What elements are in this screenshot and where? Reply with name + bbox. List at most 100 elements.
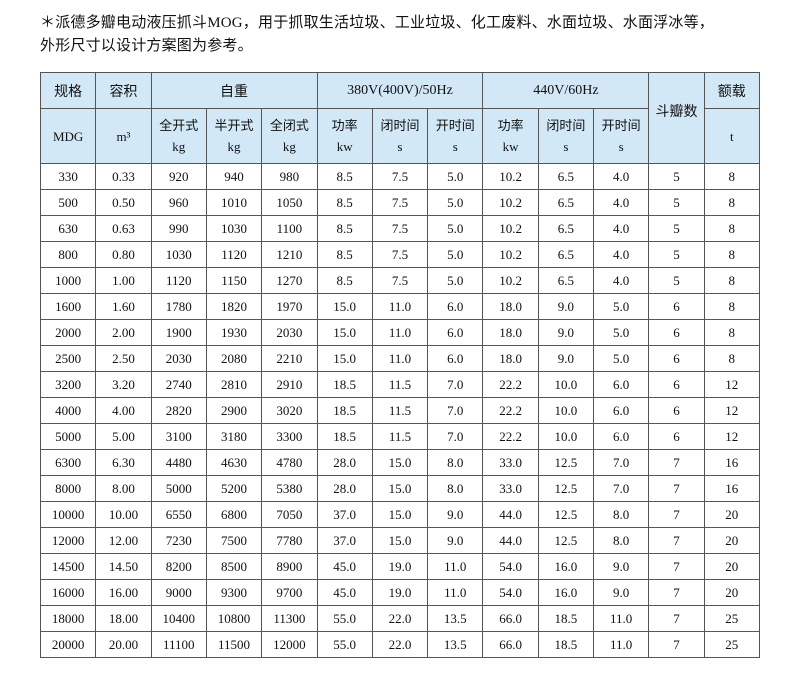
table-cell: 9.0: [537, 345, 595, 372]
table-cell: 5380: [261, 475, 318, 502]
table-cell: 12: [703, 371, 760, 398]
table-cell: 10400: [150, 605, 207, 632]
table-cell: 9300: [205, 579, 263, 606]
table-cell: 10.2: [482, 241, 539, 268]
table-cell: 4.0: [593, 241, 650, 268]
table-cell: 6.0: [427, 319, 484, 346]
table-cell: 7: [648, 475, 705, 502]
table-cell: 8000: [39, 475, 97, 502]
table-cell: 14500: [39, 553, 97, 580]
intro-text: ＊派德多瓣电动液压抓斗MOG，用于抓取生活垃圾、工业垃圾、化工废料、水面垃圾、水…: [40, 12, 714, 58]
table-cell: 6.5: [537, 241, 595, 268]
table-cell: 20.00: [95, 631, 152, 658]
table-cell: 13.5: [427, 631, 484, 658]
table-row: 330 0.33 920 940 980 8.5 7.5 5.0 10.2 6.5 4.0 5 8: [39, 163, 760, 190]
table-cell: 2.00: [95, 319, 152, 346]
table-cell: 5.0: [427, 241, 484, 268]
table-cell: 8: [703, 319, 760, 346]
table-cell: 7: [648, 553, 705, 580]
table-cell: 25: [703, 631, 760, 658]
table-cell: 6.30: [95, 449, 152, 476]
table-cell: 8.0: [427, 449, 484, 476]
table-cell: 22.0: [371, 631, 429, 658]
table-cell: 16: [703, 449, 760, 476]
table-cell: 2030: [261, 319, 318, 346]
table-cell: 12: [703, 397, 760, 424]
table-cell: 7: [648, 579, 705, 606]
table-cell: 18000: [39, 605, 97, 632]
table-cell: 6.5: [537, 189, 595, 216]
header-open-time-440: 开时间 s: [593, 108, 650, 164]
table-cell: 8.0: [427, 475, 484, 502]
table-cell: 12: [703, 423, 760, 450]
table-cell: 1600: [39, 293, 97, 320]
table-cell: 11.5: [371, 397, 429, 424]
table-cell: 2740: [150, 371, 207, 398]
table-cell: 4630: [205, 449, 263, 476]
table-cell: 7: [648, 449, 705, 476]
table-cell: 6550: [150, 501, 207, 528]
table-cell: 16.0: [537, 553, 595, 580]
table-cell: 2210: [261, 345, 318, 372]
table-cell: 6300: [39, 449, 97, 476]
table-cell: 8.0: [593, 527, 650, 554]
table-cell: 11.0: [427, 579, 484, 606]
table-cell: 22.2: [482, 397, 539, 424]
table-cell: 5.0: [427, 189, 484, 216]
table-row: 4000 4.00 2820 2900 3020 18.5 11.5 7.0 22.2 10.0 6…: [39, 397, 760, 424]
table-cell: 4.0: [593, 163, 650, 190]
table-body: 330 0.33 920 940 980 8.5 7.5 5.0 10.2 6.5 4.0 5 8 500…: [39, 163, 760, 658]
table-cell: 9700: [261, 579, 318, 606]
table-cell: 7230: [150, 527, 207, 554]
table-cell: 66.0: [482, 631, 539, 658]
table-cell: 5.0: [427, 267, 484, 294]
table-cell: 6: [648, 293, 705, 320]
table-cell: 330: [39, 163, 97, 190]
table-cell: 20: [703, 553, 760, 580]
table-cell: 4000: [39, 397, 97, 424]
table-cell: 1270: [261, 267, 318, 294]
table-cell: 8: [703, 215, 760, 242]
table-cell: 8: [703, 163, 760, 190]
table-cell: 11.0: [593, 605, 650, 632]
table-cell: 10.0: [537, 371, 595, 398]
table-cell: 5.0: [593, 345, 650, 372]
table-cell: 12.5: [537, 501, 595, 528]
table-cell: 18.00: [95, 605, 152, 632]
table-cell: 2820: [150, 397, 207, 424]
header-full-open: 全开式 kg: [150, 108, 207, 164]
table-cell: 10000: [39, 501, 97, 528]
table-cell: 5000: [39, 423, 97, 450]
table-row: 20000 20.00 11100 11500 12000 55.0 22.0 13.5 66.…: [39, 631, 760, 658]
table-cell: 7.5: [371, 163, 429, 190]
table-cell: 12000: [261, 631, 318, 658]
table-cell: 18.5: [316, 397, 373, 424]
table-cell: 2810: [205, 371, 263, 398]
table-cell: 7.0: [593, 475, 650, 502]
table-cell: 5.0: [427, 163, 484, 190]
table-cell: 3.20: [95, 371, 152, 398]
unit-load: t: [703, 108, 760, 164]
header-full-closed: 全闭式 kg: [261, 108, 318, 164]
table-cell: 6: [648, 397, 705, 424]
table-cell: 1780: [150, 293, 207, 320]
table-cell: 13.5: [427, 605, 484, 632]
table-cell: 12000: [39, 527, 97, 554]
table-row: 1000 1.00 1120 1150 1270 8.5 7.5 5.0 10.2 6.5 4.0 5…: [39, 267, 760, 294]
table-cell: 8: [703, 345, 760, 372]
table-cell: 18.0: [482, 319, 539, 346]
table-cell: 44.0: [482, 527, 539, 554]
intro-line-1: ＊派德多瓣电动液压抓斗MOG，用于抓取生活垃圾、工业垃圾、化工废料、水面垃圾、水…: [40, 15, 715, 31]
header-power-380: 功率 kw: [316, 108, 373, 164]
table-cell: 18.0: [482, 293, 539, 320]
table-cell: 8900: [261, 553, 318, 580]
table-cell: 11.0: [593, 631, 650, 658]
table-cell: 18.5: [537, 605, 595, 632]
table-cell: 33.0: [482, 475, 539, 502]
table-cell: 940: [205, 163, 263, 190]
table-cell: 9.0: [427, 501, 484, 528]
table-cell: 9.0: [593, 553, 650, 580]
table-cell: 0.33: [95, 163, 152, 190]
table-cell: 1120: [150, 267, 207, 294]
table-cell: 12.5: [537, 527, 595, 554]
